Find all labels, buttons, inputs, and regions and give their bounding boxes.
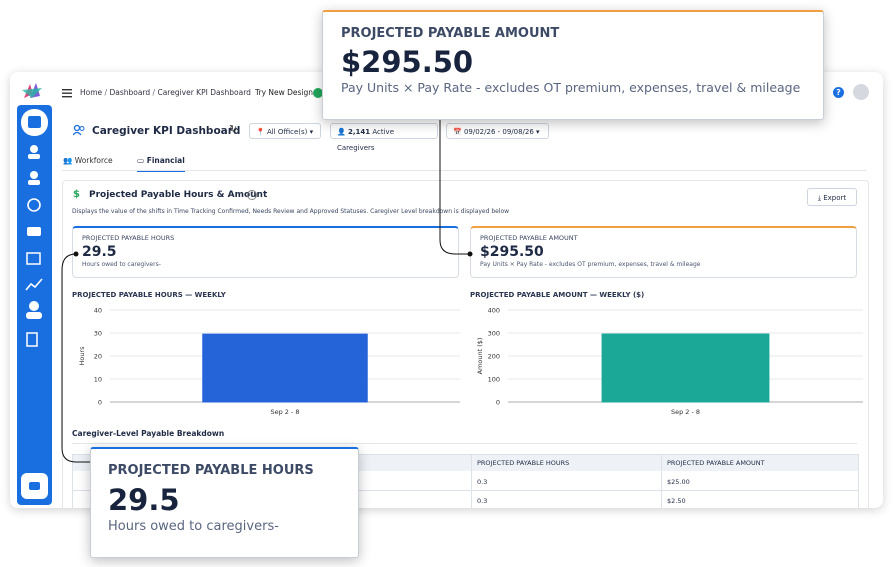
hours-card: PROJECTED PAYABLE HOURS 29.5 Hours owed … [72, 226, 459, 278]
y-tick-label: 300 [488, 330, 500, 338]
divider [72, 443, 857, 444]
card-note: Pay Units × Pay Rate - excludes OT premi… [480, 261, 701, 268]
section-title: Projected Payable Hours & Amount [89, 190, 268, 200]
row-line [73, 490, 858, 491]
info-icon[interactable]: ? [247, 190, 257, 200]
card-value: 29.5 [82, 244, 117, 260]
callout-value: 29.5 [108, 483, 180, 517]
y-tick-label: 40 [94, 307, 102, 315]
chart-title: PROJECTED PAYABLE HOURS — WEEKLY [72, 291, 227, 299]
callout-note: Hours owed to caregivers- [108, 519, 279, 534]
callout-value: $295.50 [341, 45, 474, 79]
amount-callout: PROJECTED PAYABLE AMOUNT $295.50 Pay Uni… [322, 10, 824, 120]
hours-chart: PROJECTED PAYABLE HOURS — WEEKLY Hours 0 10… [72, 291, 460, 416]
breadcrumb: HomeDashboardCaregiver KPI Dashboard [80, 88, 251, 97]
app-window: HomeDashboardCaregiver KPI Dashboard Try… [10, 72, 883, 508]
hours-callout: PROJECTED PAYABLE HOURS 29.5 Hours owed … [90, 447, 359, 558]
td: 0.3 [477, 478, 488, 486]
toggle[interactable] [313, 88, 323, 98]
y-tick-label: 30 [94, 330, 102, 338]
bar [601, 333, 770, 403]
tab-label: Financial [146, 156, 185, 165]
logo [22, 83, 42, 98]
tab-divider [62, 170, 867, 171]
tab[interactable]: 👥 Workforce [63, 156, 113, 165]
card-note: Hours owed to caregivers- [82, 261, 161, 268]
amount-chart: PROJECTED PAYABLE AMOUNT — WEEKLY ($) Amo… [470, 291, 863, 416]
office-filter-label: All Office(s) [266, 128, 308, 136]
y-axis-label: Amount ($) [476, 338, 484, 375]
td: $2.50 [667, 497, 686, 505]
date-range[interactable]: 📅 09/02/26 - 09/08/26 ▾ [446, 123, 549, 139]
td: 0.3 [477, 497, 488, 505]
active-count: 2,141 [347, 128, 371, 136]
help-icon[interactable]: ? [833, 87, 844, 98]
active-caregivers[interactable]: 👤 2,141 Active Caregivers [330, 123, 438, 152]
x-tick-label: Sep 2 - 8 [671, 408, 700, 416]
y-tick-label: 0 [496, 399, 500, 407]
chart-title: PROJECTED PAYABLE AMOUNT — WEEKLY ($) [470, 291, 644, 299]
td: $25.00 [667, 478, 690, 486]
callout-note: Pay Units × Pay Rate - excludes OT premi… [341, 80, 801, 95]
menu-icon[interactable] [62, 88, 74, 98]
export-label: Export [823, 194, 847, 202]
card-value: $295.50 [480, 244, 544, 260]
th[interactable]: PROJECTED PAYABLE HOURS [477, 459, 570, 467]
try-new-design[interactable]: Try New Design [255, 88, 314, 97]
dashboard-title: Caregiver KPI Dashboard [92, 125, 241, 137]
active-label: Active Caregivers [337, 128, 394, 152]
avatar[interactable] [853, 84, 869, 100]
table-title: Caregiver-Level Payable Breakdown [72, 429, 225, 438]
callout-label: PROJECTED PAYABLE HOURS [108, 463, 314, 478]
refresh-icon[interactable]: ↻ [229, 124, 238, 135]
date-range-label: 09/02/26 - 09/08/26 [463, 128, 534, 136]
callout-label: PROJECTED PAYABLE AMOUNT [341, 26, 560, 41]
y-tick-label: 100 [488, 376, 500, 384]
office-filter[interactable]: 📍 All Office(s) ▾ [249, 123, 321, 139]
th[interactable]: PROJECTED PAYABLE AMOUNT [667, 459, 765, 467]
dollar-icon: $ [73, 189, 80, 200]
tab-label: Workforce [74, 156, 113, 165]
y-axis-label: Hours [78, 346, 86, 366]
users-icon [73, 125, 85, 136]
col-line [471, 455, 472, 508]
y-tick-label: 400 [488, 307, 500, 315]
crumb[interactable]: Caregiver KPI Dashboard [150, 88, 251, 97]
y-tick-label: 10 [94, 376, 102, 384]
y-tick-label: 0 [98, 399, 102, 407]
y-tick-label: 200 [488, 353, 500, 361]
sidebar-icons [21, 109, 48, 499]
section-description: Displays the value of the shifts in Time… [72, 208, 510, 215]
x-tick-label: Sep 2 - 8 [270, 408, 299, 416]
card-label: PROJECTED PAYABLE HOURS [82, 234, 175, 242]
col-line [661, 455, 662, 508]
amount-card: PROJECTED PAYABLE AMOUNT $295.50 Pay Uni… [470, 226, 857, 278]
sidebar [17, 105, 52, 505]
bar [202, 333, 368, 403]
crumb[interactable]: Dashboard [102, 88, 150, 97]
card-label: PROJECTED PAYABLE AMOUNT [480, 234, 578, 242]
tab-active[interactable]: ▭ Financial [137, 156, 185, 172]
crumb[interactable]: Home [80, 88, 103, 97]
export-button[interactable]: ⤓ Export [807, 188, 857, 206]
y-tick-label: 20 [94, 353, 102, 361]
